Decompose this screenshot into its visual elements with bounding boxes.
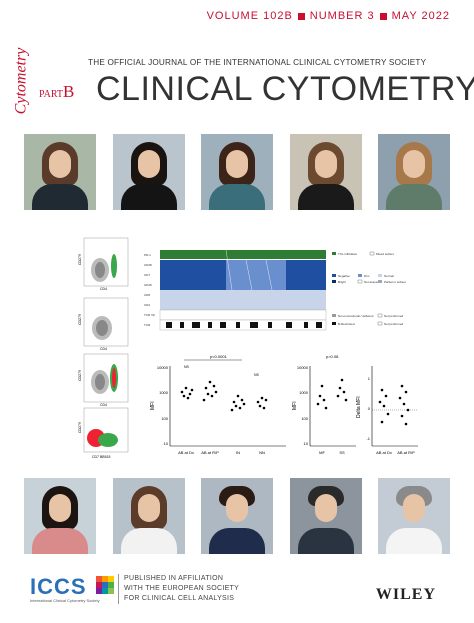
svg-text:CD7: CD7 (144, 273, 150, 277)
author-photo (113, 134, 185, 210)
svg-text:AB at Dx: AB at Dx (376, 450, 392, 455)
svg-text:TCL infiltrative: TCL infiltrative (338, 252, 357, 256)
number-label: NUMBER 3 (309, 10, 375, 22)
cover-figure: CD279 CD4 CD279 CD4 CD279 CD4 CD279 CD7 … (78, 237, 418, 459)
svg-text:AB at Dx: AB at Dx (178, 450, 194, 455)
svg-text:Not assessed: Not assessed (364, 280, 383, 284)
svg-text:IN: IN (236, 450, 240, 455)
author-photo (290, 134, 362, 210)
author-photo (201, 134, 273, 210)
svg-text:CD28: CD28 (144, 263, 152, 267)
svg-text:100: 100 (301, 416, 308, 421)
svg-text:1: 1 (368, 376, 371, 381)
separator-square (379, 12, 387, 20)
svg-text:MFI: MFI (150, 401, 156, 410)
svg-text:CD279: CD279 (78, 370, 82, 381)
svg-text:CD4: CD4 (100, 403, 107, 407)
svg-text:CD45: CD45 (144, 283, 152, 287)
svg-text:Non-monoclonal / deficient: Non-monoclonal / deficient (338, 314, 374, 318)
svg-text:1000: 1000 (299, 390, 309, 395)
svg-text:Partial or subset: Partial or subset (384, 280, 406, 284)
svg-text:Not performed: Not performed (384, 322, 404, 326)
author-photo (24, 478, 96, 554)
svg-text:NS: NS (254, 373, 260, 377)
svg-text:CD279: CD279 (78, 314, 82, 325)
delta-mfi-plot: 1 0 -1 Delta MFI AB at Dx AB at R/P (356, 366, 418, 455)
svg-text:Bright: Bright (338, 280, 346, 284)
svg-text:Normal: Normal (384, 274, 394, 278)
author-photo (378, 134, 450, 210)
iccs-mosaic-icon (96, 576, 114, 594)
iccs-logo: ICCS International Clinical Cytometry So… (30, 574, 114, 603)
svg-text:0: 0 (368, 406, 371, 411)
separator-square (297, 12, 305, 20)
svg-text:10000: 10000 (297, 365, 309, 370)
mfi-dot-plot-1: 10000 1000 100 10 MFI p<0.0001 NS NS AB at… (150, 354, 286, 455)
svg-text:100: 100 (161, 416, 168, 421)
svg-text:Dim: Dim (364, 274, 370, 278)
svg-text:p=0.08: p=0.08 (326, 354, 339, 359)
author-photo (378, 478, 450, 554)
issue-info: VOLUME 102B NUMBER 3 MAY 2022 (207, 10, 450, 22)
publisher-logo: WILEY (375, 586, 436, 603)
society-line: THE OFFICIAL JOURNAL OF THE INTERNATIONA… (88, 58, 427, 67)
footer-divider (118, 574, 119, 604)
svg-text:CD4: CD4 (100, 347, 107, 351)
svg-text:MFI: MFI (292, 401, 298, 410)
svg-text:NS: NS (184, 365, 190, 369)
svg-text:TCR: TCR (144, 323, 151, 327)
svg-text:CD279: CD279 (78, 422, 82, 433)
svg-text:Mixed subset: Mixed subset (376, 252, 394, 256)
author-photo (201, 478, 273, 554)
svg-text:10: 10 (304, 441, 309, 446)
svg-text:AB at R/P: AB at R/P (397, 450, 415, 455)
svg-text:SS: SS (339, 450, 345, 455)
journal-title: CLINICAL CYTOMETRY (96, 70, 474, 108)
svg-text:Delta MFI: Delta MFI (356, 396, 362, 418)
author-photo (113, 478, 185, 554)
svg-text:TCR Vβ: TCR Vβ (144, 313, 155, 317)
svg-text:PD-1: PD-1 (144, 253, 151, 257)
svg-text:p<0.0001: p<0.0001 (210, 354, 228, 359)
date-label: MAY 2022 (391, 10, 450, 22)
svg-text:AB at R/P: AB at R/P (201, 450, 219, 455)
svg-text:CD4: CD4 (100, 287, 107, 291)
flow-scatter-panels: CD279 CD4 CD279 CD4 CD279 CD4 CD279 CD7 … (78, 237, 129, 459)
svg-text:CD2: CD2 (144, 303, 150, 307)
svg-text:B-Restricted: B-Restricted (338, 322, 355, 326)
heatmap: PD-1 CD28 CD7 CD45 CD8 CD2 TCR Vβ TCR TC… (144, 249, 406, 331)
svg-text:10: 10 (164, 441, 169, 446)
affiliation-text: PUBLISHED IN AFFILIATION WITH THE EUROPE… (124, 575, 240, 602)
part-label: PARTB (39, 82, 75, 101)
mfi-dot-plot-2: 10000 1000 100 10 MFI p=0.08 MF SS (292, 354, 356, 455)
svg-text:CD8: CD8 (144, 293, 150, 297)
author-photo (290, 478, 362, 554)
svg-text:CD7 BB515: CD7 BB515 (92, 455, 111, 459)
svg-text:-1: -1 (366, 436, 370, 441)
svg-text:NN: NN (259, 450, 265, 455)
svg-text:1000: 1000 (159, 390, 169, 395)
svg-text:Not performed: Not performed (384, 314, 404, 318)
volume-label: VOLUME 102B (206, 10, 293, 22)
author-photo (24, 134, 96, 210)
svg-text:10000: 10000 (157, 365, 169, 370)
svg-text:MF: MF (319, 450, 325, 455)
svg-text:Negative: Negative (338, 274, 350, 278)
svg-text:CD279: CD279 (78, 254, 82, 265)
